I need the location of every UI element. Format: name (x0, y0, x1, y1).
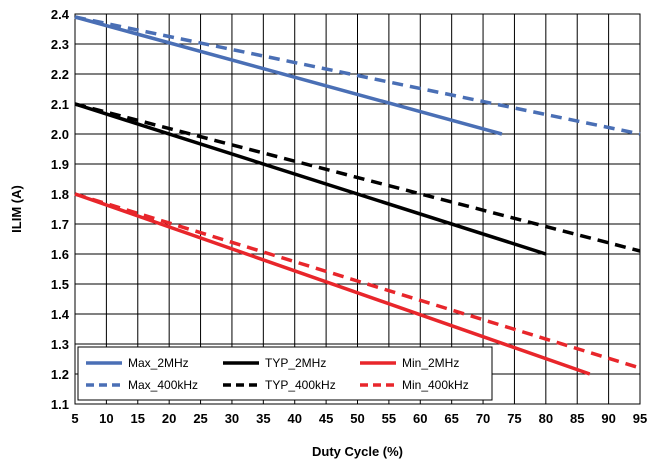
y-tick-label: 2.0 (51, 127, 69, 142)
series-line-min-400khz (74, 192, 641, 370)
y-tick-label: 1.4 (51, 307, 70, 322)
y-axis-title: ILIM (A) (9, 185, 24, 233)
y-tick-label: 1.2 (51, 367, 69, 382)
series-lines (74, 15, 641, 376)
x-tick-label: 80 (539, 411, 553, 426)
x-axis-ticks: 5 10 15 20 25 30 35 40 45 50 55 60 65 70 75 80 85 90 95 (71, 411, 647, 426)
y-tick-label: 1.5 (51, 277, 69, 292)
x-tick-label: 70 (476, 411, 490, 426)
x-tick-label: 75 (507, 411, 521, 426)
y-tick-label: 2.4 (51, 7, 70, 22)
x-tick-label: 60 (413, 411, 427, 426)
series-line-typ-400khz (74, 102, 641, 253)
x-tick-label: 95 (633, 411, 647, 426)
x-axis-title: Duty Cycle (%) (312, 444, 403, 459)
y-tick-label: 1.9 (51, 157, 69, 172)
x-tick-label: 25 (193, 411, 207, 426)
y-tick-label: 1.7 (51, 217, 69, 232)
legend-label: Min_2MHz (402, 356, 459, 370)
x-tick-label: 20 (162, 411, 176, 426)
x-tick-label: 5 (71, 411, 78, 426)
y-tick-label: 2.1 (51, 97, 69, 112)
x-tick-label: 40 (287, 411, 301, 426)
x-tick-label: 90 (601, 411, 615, 426)
series-line-typ-2mhz (74, 102, 547, 256)
x-tick-label: 65 (444, 411, 458, 426)
series-line-min-2mhz (74, 192, 591, 376)
y-tick-label: 1.3 (51, 337, 69, 352)
legend-label: TYP_2MHz (265, 356, 326, 370)
x-tick-label: 30 (225, 411, 239, 426)
x-tick-label: 55 (382, 411, 396, 426)
legend-label: TYP_400kHz (265, 378, 336, 392)
x-tick-label: 85 (570, 411, 584, 426)
y-tick-label: 1.6 (51, 247, 69, 262)
y-tick-label: 2.2 (51, 67, 69, 82)
y-axis-ticks: 1.1 1.2 1.3 1.4 1.5 1.6 1.7 1.8 1.9 2.0 2.1 2.2 2.3 2… (51, 7, 70, 412)
plot-area-frame (74, 13, 641, 405)
legend-box (77, 346, 493, 401)
x-tick-label: 50 (350, 411, 364, 426)
series-line-max-2mhz (74, 15, 503, 136)
legend-label: Min_400kHz (402, 378, 469, 392)
legend-label: Max_2MHz (128, 356, 189, 370)
x-tick-label: 35 (256, 411, 270, 426)
legend-label: Max_400kHz (128, 378, 198, 392)
series-line-max-400khz (74, 15, 641, 136)
y-tick-label: 1.1 (51, 397, 69, 412)
x-tick-label: 45 (319, 411, 333, 426)
y-tick-label: 2.3 (51, 37, 69, 52)
x-tick-label: 15 (131, 411, 145, 426)
x-tick-label: 10 (99, 411, 113, 426)
y-tick-label: 1.8 (51, 187, 69, 202)
grid (74, 13, 641, 405)
legend: Max_2MHz TYP_2MHz Min_2MHz Max_400kHz TYP_40… (77, 346, 493, 401)
